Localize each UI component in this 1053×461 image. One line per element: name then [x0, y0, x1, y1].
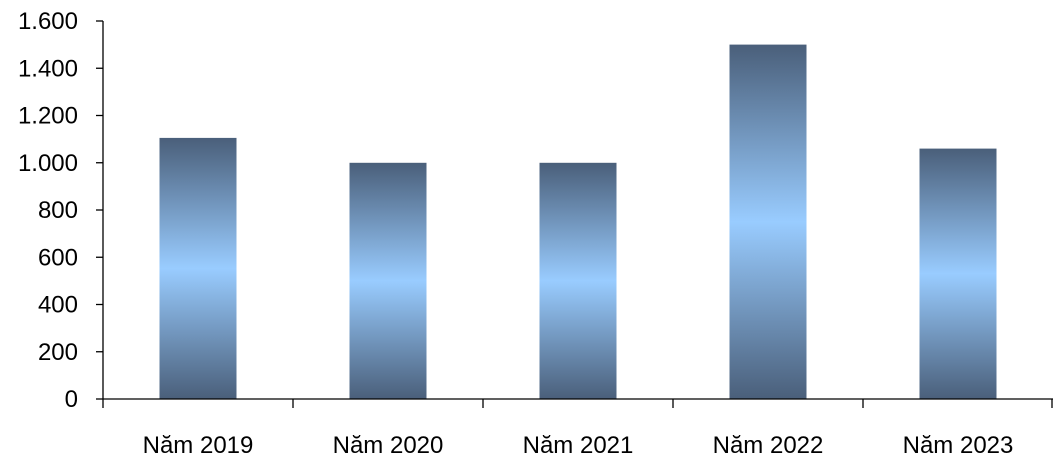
x-tick-label: Năm 2021 [523, 432, 634, 459]
x-tick-label: Năm 2020 [333, 432, 444, 459]
bar-1 [159, 137, 237, 399]
x-tick-label: Năm 2023 [903, 432, 1014, 459]
y-tick-label: 1.000 [18, 150, 78, 177]
bar-2 [349, 162, 427, 400]
bar-3 [539, 162, 617, 400]
y-tick-label: 1.400 [18, 55, 78, 82]
bar-5 [919, 148, 997, 399]
bar-4 [729, 44, 807, 399]
y-tick-label: 200 [38, 339, 78, 366]
y-tick-label: 400 [38, 292, 78, 319]
x-tick-label: Năm 2019 [143, 432, 254, 459]
x-tick-label: Năm 2022 [713, 432, 824, 459]
y-tick-labels: 0 200 400 600 800 1.000 1.200 1.400 1.600 [18, 8, 78, 413]
y-tick-label: 600 [38, 244, 78, 271]
y-tick-label: 0 [65, 386, 78, 413]
y-tick-label: 1.200 [18, 103, 78, 130]
y-tick-label: 1.600 [18, 8, 78, 35]
bars [159, 44, 997, 400]
y-tick-label: 800 [38, 197, 78, 224]
axes [96, 20, 1053, 408]
x-tick-labels: Năm 2019 Năm 2020 Năm 2021 Năm 2022 Năm 2023 [143, 432, 1014, 459]
